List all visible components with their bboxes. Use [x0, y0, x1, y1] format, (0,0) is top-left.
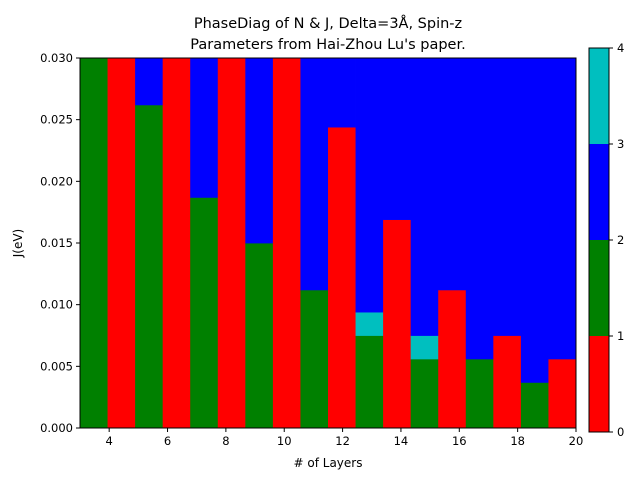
heatmap-cell-layer-12	[328, 58, 356, 128]
heatmap-cell-layer-16	[438, 289, 467, 429]
y-tick-label: 0.015	[40, 236, 73, 250]
heatmap-cell-layer-7	[190, 58, 219, 198]
colorbar-segment	[589, 336, 609, 432]
heatmap-cell-layer-13	[355, 58, 384, 313]
heatmap-cell-layer-3	[80, 58, 108, 429]
y-axis-label: J(eV)	[11, 229, 25, 259]
heatmap-cell-layer-11	[300, 58, 329, 291]
heatmap-cell-layer-19	[520, 382, 549, 429]
heatmap-cell-layer-16	[438, 58, 467, 291]
heatmap-cell-layer-13	[355, 335, 384, 429]
colorbar-tick-label: 1	[617, 329, 624, 343]
heatmap-cell-layer-15	[410, 358, 439, 429]
heatmap-cell-layer-7	[190, 197, 219, 429]
x-axis-label: # of Layers	[294, 456, 363, 470]
x-tick-label: 18	[510, 434, 525, 448]
heatmap-cell-layer-14	[383, 58, 412, 220]
y-tick-label: 0.000	[40, 421, 73, 435]
y-tick-label: 0.010	[40, 298, 73, 312]
colorbar-tick-label: 3	[617, 137, 624, 151]
x-tick-label: 12	[335, 434, 350, 448]
heatmap-cell-layer-5	[135, 58, 164, 106]
heatmap-cell-layer-13	[355, 312, 384, 336]
heatmap-cell-layer-9	[245, 58, 274, 244]
x-tick-label: 4	[106, 434, 113, 448]
x-axis-ticks: 4 6 8 10 12 14 16 18 20	[106, 428, 584, 448]
heatmap-cell-layer-4	[107, 58, 136, 429]
heatmap-cell-layer-15	[410, 335, 439, 360]
heatmap-cell-layer-12	[328, 127, 356, 429]
heatmap-cell-layer-8	[217, 58, 246, 429]
x-tick-label: 10	[277, 434, 292, 448]
x-tick-label: 14	[394, 434, 409, 448]
heatmap-cell-layer-20	[548, 58, 577, 360]
colorbar-segment	[589, 144, 609, 240]
y-tick-label: 0.030	[40, 51, 73, 65]
colorbar-tick-label: 2	[617, 233, 624, 247]
colorbar-tick-label: 4	[617, 41, 624, 55]
heatmap-cells	[80, 58, 577, 429]
x-tick-label: 20	[569, 434, 584, 448]
x-tick-label: 16	[452, 434, 467, 448]
colorbar-segment	[589, 48, 609, 144]
chart-title-line1: PhaseDiag of N & J, Delta=3Å, Spin-z	[194, 15, 462, 32]
heatmap-cell-layer-15	[410, 58, 439, 336]
heatmap-cell-layer-19	[520, 58, 549, 383]
heatmap-cell-layer-6	[162, 58, 191, 429]
x-tick-label: 8	[222, 434, 229, 448]
heatmap-cell-layer-11	[300, 289, 329, 429]
heatmap-cell-layer-18	[493, 58, 522, 336]
heatmap-cell-layer-18	[493, 335, 522, 429]
heatmap-cell-layer-5	[135, 104, 164, 429]
chart-title-line2: Parameters from Hai-Zhou Lu's paper.	[190, 37, 465, 53]
y-tick-label: 0.025	[40, 113, 73, 127]
y-tick-label: 0.005	[40, 359, 73, 373]
heatmap-cell-layer-10	[272, 58, 301, 429]
colorbar: 0 1 2 3 4	[588, 41, 624, 439]
colorbar-tick-label: 0	[617, 425, 624, 439]
heatmap-cell-layer-17	[465, 58, 494, 360]
colorbar-segment	[589, 240, 609, 336]
heatmap-cell-layer-9	[245, 243, 274, 429]
heatmap-cell-layer-20	[548, 358, 577, 429]
y-axis-ticks: 0.000 0.005 0.010 0.015 0.020 0.025 0.030	[40, 51, 80, 435]
x-tick-label: 6	[164, 434, 171, 448]
heatmap-cell-layer-17	[465, 358, 494, 429]
y-tick-label: 0.020	[40, 174, 73, 188]
heatmap-cell-layer-14	[383, 219, 412, 429]
